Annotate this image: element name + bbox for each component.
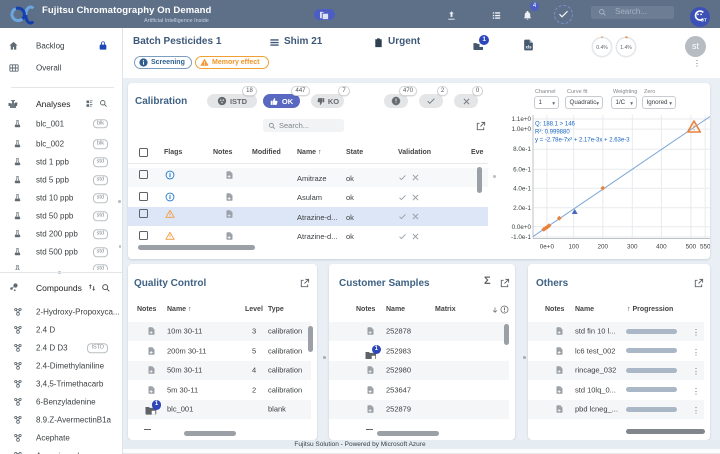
svg-text:4.0e-1: 4.0e-1	[513, 185, 531, 192]
svg-text:8.0e-1: 8.0e-1	[513, 146, 531, 153]
svg-text:6.0e-1: 6.0e-1	[513, 166, 531, 173]
svg-text:R²: 0.999880: R²: 0.999880	[535, 130, 570, 136]
svg-text:0.0e+0: 0.0e+0	[512, 224, 532, 231]
svg-text:500: 500	[686, 244, 697, 251]
svg-text:y = -2.78e-7x² + 2.17e-3x + 2.: y = -2.78e-7x² + 2.17e-3x + 2.63e-3	[535, 138, 630, 144]
svg-text:ST: ST	[701, 18, 707, 23]
svg-text:1.1e+0: 1.1e+0	[512, 116, 532, 123]
svg-text:0e+0: 0e+0	[540, 244, 555, 251]
svg-text:1.0e+0: 1.0e+0	[512, 126, 532, 133]
svg-text:100: 100	[568, 244, 579, 251]
svg-text:2.0e-1: 2.0e-1	[513, 205, 531, 212]
svg-text:400: 400	[656, 244, 667, 251]
svg-text:550: 550	[700, 244, 710, 251]
svg-text:200: 200	[598, 244, 609, 251]
svg-text:1.4%: 1.4%	[620, 45, 632, 51]
svg-text:Q: 188.1 > 146: Q: 188.1 > 146	[535, 122, 576, 128]
svg-text:-1.0e-1: -1.0e-1	[511, 234, 531, 241]
svg-text:0.4%: 0.4%	[596, 45, 608, 51]
svg-text:300: 300	[627, 244, 638, 251]
